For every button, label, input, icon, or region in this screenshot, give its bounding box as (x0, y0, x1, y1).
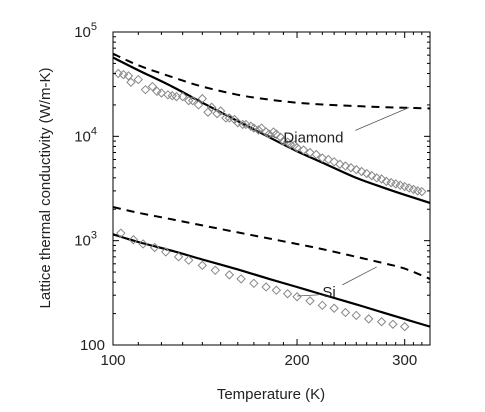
data-point-marker (356, 166, 367, 177)
data-point-marker (249, 123, 259, 133)
data-point-marker (236, 274, 246, 284)
data-point-marker (140, 84, 151, 95)
data-point-marker (275, 132, 286, 142)
y-axis-label: Lattice thermal conductivity (W/m-K) (37, 68, 54, 309)
data-point-marker (123, 71, 134, 81)
dashed-curve (113, 206, 430, 280)
data-point-marker (298, 145, 309, 155)
data-point-marker (340, 307, 351, 318)
data-point-marker (361, 168, 372, 179)
diamond-leader-line (355, 107, 410, 131)
data-point-marker (351, 164, 361, 175)
data-point-marker (152, 86, 162, 97)
data-point-marker (187, 95, 198, 106)
data-point-marker (238, 119, 248, 130)
si-leader-line (342, 266, 377, 286)
data-point-marker (215, 106, 226, 116)
y-tick-label: 100 (80, 337, 105, 354)
data-point-marker (399, 181, 410, 192)
solid-curve (113, 233, 430, 328)
x-tick-label: 300 (392, 352, 417, 369)
data-point-marker (161, 247, 171, 257)
data-point-marker (261, 282, 271, 292)
x-tick-label: 200 (285, 352, 310, 369)
data-point-marker (329, 157, 339, 167)
si-leader-line (297, 294, 319, 297)
data-point-marker (367, 170, 377, 181)
data-point-marker (118, 69, 129, 80)
data-point-marker (388, 319, 398, 329)
data-point-marker (317, 153, 328, 163)
data-point-marker (311, 149, 321, 160)
x-tick-label: 100 (100, 352, 125, 369)
series-lines (113, 52, 430, 332)
data-point-marker (340, 161, 351, 171)
si-label: Si (322, 284, 335, 301)
data-point-marker (177, 91, 188, 102)
data-point-marker (249, 278, 259, 289)
data-point-marker (212, 108, 222, 119)
data-point-marker (282, 289, 293, 299)
data-point-marker (193, 100, 204, 110)
y-tick-exponent: 3 (91, 230, 97, 242)
data-point-marker (417, 186, 427, 197)
data-point-marker (335, 159, 345, 169)
data-point-marker (305, 147, 315, 158)
data-point-marker (221, 113, 231, 123)
diamond-label: Diamond (283, 129, 343, 146)
data-point-marker (346, 163, 356, 173)
data-point-marker (197, 260, 208, 271)
data-point-marker (329, 303, 339, 313)
data-point-marker (173, 252, 184, 262)
data-point-marker (116, 228, 126, 238)
data-point-marker (133, 74, 144, 85)
data-point-marker (376, 174, 387, 184)
data-point-marker (241, 119, 251, 130)
data-point-marker (138, 239, 148, 249)
data-point-marker (364, 314, 374, 324)
data-point-marker (156, 88, 167, 98)
data-point-marker (292, 292, 302, 302)
data-point-marker (317, 300, 328, 311)
data-point-marker (149, 242, 160, 253)
data-point-marker (395, 180, 405, 190)
chart-marks: Diamond Si (113, 52, 430, 332)
data-point-marker (253, 125, 264, 135)
data-point-marker (305, 296, 315, 306)
data-point-marker (224, 270, 235, 280)
data-point-marker (184, 95, 194, 106)
data-point-marker (113, 68, 123, 79)
data-point-marker (376, 317, 387, 327)
plot-frame (112, 31, 431, 346)
data-point-marker (206, 102, 217, 112)
data-point-marker (197, 93, 208, 104)
data-point-marker (184, 255, 194, 265)
data-point-marker (408, 184, 419, 195)
y-tick-label: 104 (74, 125, 97, 145)
data-point-marker (203, 107, 213, 117)
y-tick-label: 103 (74, 230, 97, 250)
data-point-marker (224, 113, 235, 123)
data-point-marker (210, 265, 220, 276)
data-point-marker (404, 183, 414, 193)
y-tick-label: 105 (74, 21, 97, 41)
data-point-marker (171, 91, 182, 102)
y-tick-exponent: 5 (91, 21, 97, 33)
data-point-marker (233, 118, 243, 128)
data-point-marker (126, 77, 136, 87)
y-tick-exponent: 4 (91, 125, 97, 137)
data-point-marker (323, 154, 334, 165)
data-point-marker (399, 321, 410, 332)
data-point-marker (147, 81, 158, 92)
data-point-marker (264, 129, 274, 139)
diamond-leader-line (253, 129, 278, 139)
data-point-marker (271, 285, 282, 295)
x-axis-label: Temperature (K) (217, 386, 325, 403)
data-point-marker (292, 142, 302, 153)
dashed-curve (113, 52, 430, 110)
data-point-marker (128, 235, 139, 245)
data-point-marker (351, 310, 361, 321)
